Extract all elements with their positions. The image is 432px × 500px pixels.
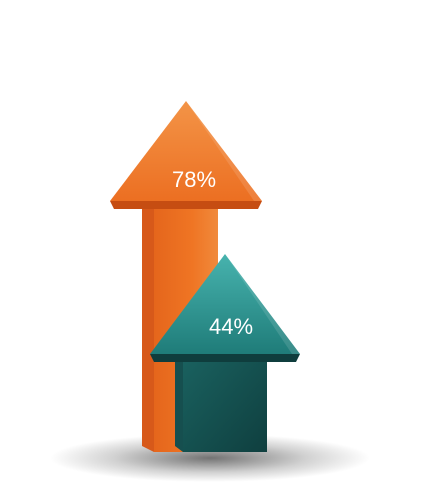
arrow-marks: [110, 101, 300, 452]
arrow-1-head: [110, 101, 262, 201]
arrow-1-head-underside: [110, 201, 262, 209]
arrow-2-head-underside: [150, 354, 300, 362]
floor-shadow: [50, 434, 370, 482]
value-label-2: 44%: [209, 314, 253, 339]
arrow-2-shaft: [183, 354, 267, 452]
arrow-2: [150, 254, 300, 452]
value-labels: 78% 44%: [172, 167, 253, 339]
arrow-2-head: [150, 254, 300, 354]
arrow-2-shaft-side: [175, 354, 183, 452]
arrow-1-shaft-side: [142, 201, 154, 452]
value-label-1: 78%: [172, 167, 216, 192]
arrow-1-head-highlight: [186, 101, 262, 201]
arrow-2-head-highlight: [225, 254, 300, 354]
